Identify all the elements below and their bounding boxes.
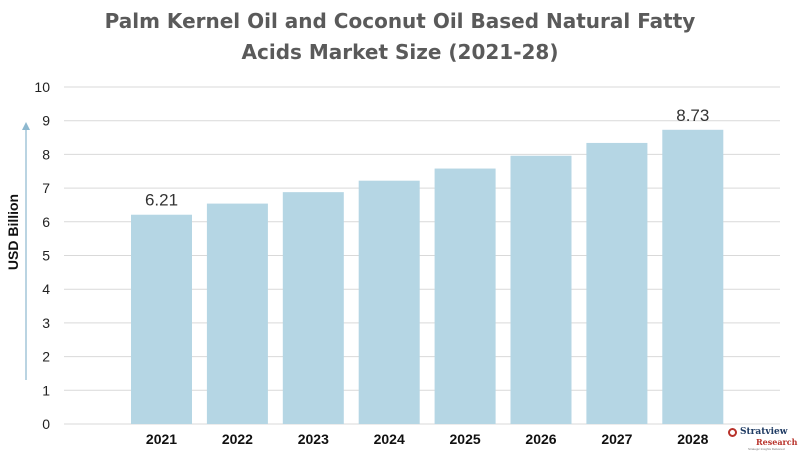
- x-tick-labels: 2021 2022 2023 2024 2025 2026 2027 2028: [146, 431, 709, 447]
- x-tick-label: 2027: [601, 431, 632, 447]
- y-tick-labels: 0 1 2 3 4 5 6 7 8 9 10: [34, 79, 50, 432]
- y-tick-label: 3: [42, 315, 50, 331]
- bar-2023: [282, 192, 344, 424]
- x-tick-label: 2028: [677, 431, 708, 447]
- chart-title-line-1: Palm Kernel Oil and Coconut Oil Based Na…: [104, 9, 696, 33]
- bar-2026: [510, 155, 572, 425]
- y-tick-label: 10: [34, 79, 50, 95]
- bars: [131, 129, 724, 425]
- y-tick-label: 9: [42, 113, 50, 129]
- y-axis-arrow-head: [22, 122, 30, 130]
- y-tick-label: 2: [42, 349, 50, 365]
- bar-2021: [131, 214, 192, 424]
- y-tick-label: 1: [42, 382, 50, 398]
- y-tick-label: 8: [42, 146, 50, 162]
- bar-2022: [206, 203, 268, 424]
- x-tick-label: 2021: [146, 431, 177, 447]
- x-tick-label: 2026: [525, 431, 556, 447]
- chart-title-line-2: Acids Market Size (2021-28): [241, 40, 559, 64]
- bar-2024: [358, 180, 420, 424]
- bar-2027: [586, 142, 648, 424]
- data-labels: 6.21 8.73: [145, 106, 709, 210]
- logo-name: Stratview: [740, 427, 788, 437]
- bar-2025: [434, 168, 496, 424]
- x-tick-label: 2025: [450, 431, 481, 447]
- x-tick-label: 2022: [222, 431, 253, 447]
- bar-2028: [662, 129, 724, 424]
- stratview-logo: Stratview Research Strategic Insights De…: [726, 426, 798, 454]
- x-tick-label: 2023: [298, 431, 329, 447]
- x-tick-label: 2024: [374, 431, 405, 447]
- chart-title: Palm Kernel Oil and Coconut Oil Based Na…: [0, 6, 800, 68]
- y-tick-label: 0: [42, 416, 50, 432]
- data-label: 6.21: [145, 191, 178, 210]
- y-tick-label: 6: [42, 214, 50, 230]
- logo-tagline: Strategic Insights Delivered: [748, 447, 785, 451]
- y-tick-label: 4: [42, 281, 50, 297]
- y-tick-label: 7: [42, 180, 50, 196]
- logo-sub: Research: [756, 437, 798, 447]
- logo-mark-icon: [728, 428, 737, 437]
- data-label: 8.73: [676, 106, 709, 125]
- y-tick-label: 5: [42, 248, 50, 264]
